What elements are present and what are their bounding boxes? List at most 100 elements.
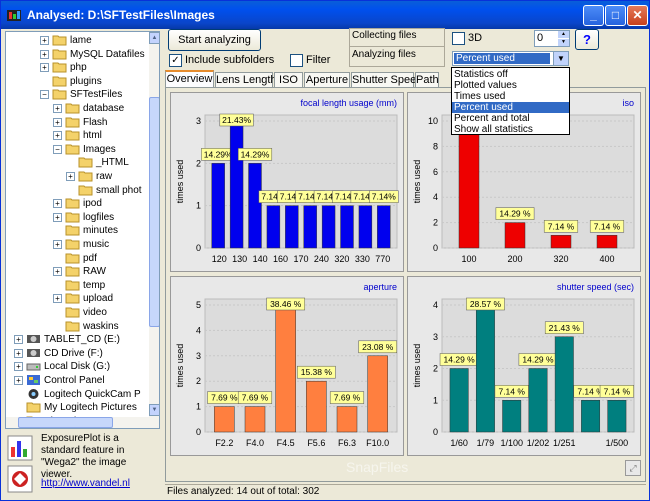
x-tick-label: 200 [507,254,522,264]
y-tick-label: 2 [196,158,201,168]
y-tick-label: 0 [433,427,438,437]
tree-item-label: Flash [83,116,108,128]
y-tick-label: 2 [433,218,438,228]
expand-icon[interactable]: + [53,104,62,113]
tab-shutter-speed[interactable]: Shutter Speed [351,72,423,88]
x-tick-label: 140 [253,254,268,264]
expand-icon[interactable]: + [14,376,23,385]
chevron-down-icon[interactable]: ▼ [553,52,568,65]
tree-item-label: upload [83,293,114,305]
chart-title: aperture [363,282,397,292]
close-button[interactable]: ✕ [627,5,648,26]
expand-icon[interactable]: + [14,362,23,372]
expand-icon[interactable]: + [14,348,23,358]
tree-item-label: video [83,307,107,318]
data-label-box [266,297,306,311]
folder-icon [65,130,80,141]
expand-icon[interactable]: + [53,294,62,304]
tab-aperture[interactable]: Aperture [304,72,350,88]
tree-item-label: music [83,239,110,250]
minimize-button[interactable]: _ [583,5,604,26]
collapse-icon[interactable]: − [53,144,62,154]
statistics-menu-item[interactable]: Percent and total [454,113,530,124]
expand-icon[interactable]: + [14,335,23,345]
scroll-down-arrow-icon[interactable]: ▼ [149,404,159,416]
tree-item-label: logfiles [83,211,115,223]
expand-icon[interactable]: + [53,117,62,127]
folder-icon [26,402,41,413]
bar [550,235,572,249]
x-tick-label: F4.5 [277,438,295,448]
scroll-up-arrow-icon[interactable]: ▲ [149,32,159,44]
data-label: 7.14 % [604,386,631,396]
statistics-menu-item[interactable]: Show all statistics [454,124,533,135]
include-subfolders-checkbox[interactable]: ✓ [169,54,182,67]
statistics-menu-item[interactable]: Percent used [452,102,569,113]
y-tick-label: 3 [196,116,201,126]
tree-item-label: pdf [83,252,97,264]
statistics-menu-item[interactable]: Plotted values [454,80,517,91]
title-bar[interactable]: Analysed: D:\SFTestFiles\Images _ □ ✕ [1,1,649,29]
data-label: 7.14 % [498,386,525,396]
tab-lens-length[interactable]: Lens Length [215,72,277,88]
tab-overview[interactable]: Overview [165,70,214,89]
statistics-menu-item[interactable]: Times used [454,91,506,102]
tree-vertical-scrollbar[interactable]: ▲ ▼ [149,32,159,428]
expand-icon[interactable]: + [53,240,62,249]
collapse-icon[interactable]: − [40,90,49,100]
maximize-button[interactable]: □ [605,5,626,26]
bar [248,163,262,249]
statistics-menu-item[interactable]: Statistics off [454,69,508,80]
help-button[interactable]: ? [575,29,599,50]
tree-horizontal-scrollbar[interactable] [6,417,149,428]
spin-up-icon[interactable]: ▲ [558,31,569,38]
bar [214,406,235,433]
y-tick-label: 8 [433,141,438,151]
vandel-link[interactable]: http://www.vandel.nl [41,478,130,489]
data-label: 38.46 % [270,299,302,309]
tree-item-label: database [83,103,125,114]
expand-icon[interactable]: + [40,36,49,45]
bar [528,368,548,433]
x-tick-label: 320 [553,254,568,264]
tree-item-label: raw [96,171,113,182]
tree-item-label: html [83,130,102,142]
expand-icon[interactable]: + [53,199,62,209]
data-label-box [369,190,399,203]
expand-icon[interactable]: ⤢ [625,460,641,476]
expand-icon[interactable]: + [40,49,49,59]
expand-icon[interactable]: + [40,63,49,73]
tree-item-label: _HTML [96,157,129,169]
folder-tree[interactable]: + lame + MySQL Datafiles + php plugins − SFTestF… [5,31,160,429]
wega-logo-icon [7,465,33,493]
spin-down-icon[interactable]: ▼ [558,39,569,46]
folder-icon [65,239,80,250]
hscroll-thumb[interactable] [18,417,113,428]
tree-item-label: Control Panel [44,375,105,386]
focal-length-chart: focal length usage (mm) times used 0 1 2 3 14.… [170,92,404,272]
collecting-files-label: Collecting files [352,30,417,41]
tab-iso[interactable]: ISO [274,72,303,88]
three-d-checkbox[interactable] [452,32,465,45]
folder-icon [52,49,67,60]
overview-panel: focal length usage (mm) times used 0 1 2 3 14.… [165,87,646,482]
x-tick-label: 770 [375,254,390,264]
start-analyzing-button[interactable]: Start analyzing [168,29,261,51]
statistics-menu[interactable]: Statistics off Plotted values Times used Pe… [451,67,570,135]
tab-path[interactable]: Path [415,72,439,88]
statistics-dropdown[interactable]: Percent used ▼ [452,51,569,66]
filter-label: Filter [306,54,331,66]
data-label: 14.29 % [444,355,476,365]
expand-icon[interactable]: + [53,131,62,141]
x-tick-label: 1/251 [553,438,576,448]
expand-icon[interactable]: + [53,267,62,277]
filter-checkbox[interactable] [290,54,303,67]
tree-item-label: CD Drive (F:) [44,347,103,359]
info-box: ExposurePlot is a standard feature in "W… [5,431,160,496]
scroll-thumb[interactable] [149,97,159,327]
expand-icon[interactable]: + [53,212,62,222]
expand-icon[interactable]: + [66,172,75,181]
folder-icon [65,321,80,332]
spin-input[interactable]: 0 ▲ ▼ [534,30,570,47]
